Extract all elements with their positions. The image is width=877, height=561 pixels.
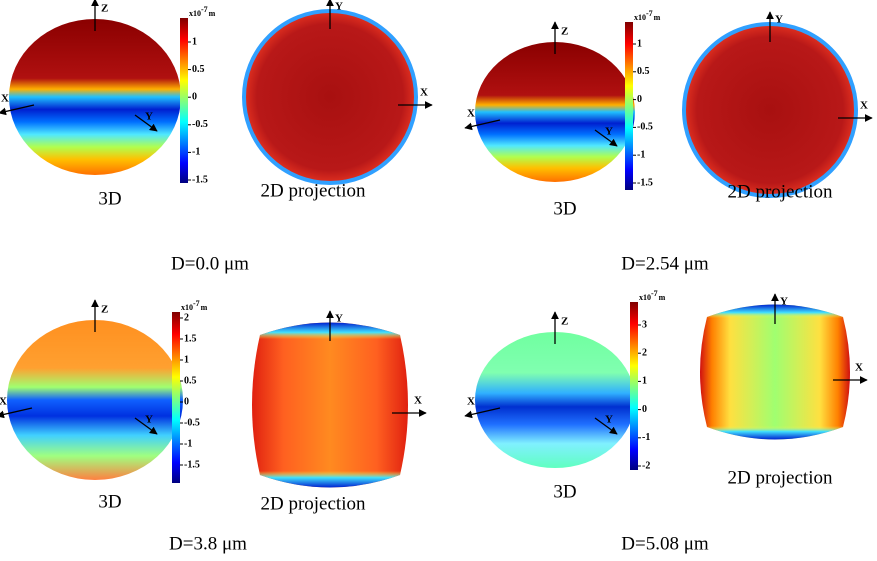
colorbar: [625, 22, 633, 190]
unit-exponent: -7: [651, 289, 658, 298]
colorbar-tick-label: 1: [184, 354, 189, 365]
colorbar-tick-label: -1.5: [192, 174, 208, 185]
unit-exponent: -7: [201, 5, 208, 14]
colorbar-unit: x10-7m: [639, 289, 666, 302]
axis-label: Z: [561, 26, 568, 38]
sphere-3d: [7, 320, 183, 480]
projection-2d-edge: [252, 322, 408, 488]
colorbar-tick-label: 1: [192, 36, 197, 47]
colorbar-tick-label: 1: [637, 38, 642, 49]
axis-arrow: [0, 407, 33, 419]
colorbar-tick-label: 0.5: [192, 64, 205, 75]
colorbar: [172, 312, 180, 483]
axis-label: Z: [101, 304, 108, 316]
axis-arrow: [594, 129, 618, 147]
axis-label: X: [0, 396, 7, 408]
axis-label: X: [860, 100, 868, 112]
axis-arrow: [134, 417, 158, 435]
axis-arrow: [594, 417, 618, 435]
label-3d: 3D: [98, 491, 121, 512]
label-2d: 2D projection: [727, 181, 833, 202]
panel-caption: D=0.0 μm: [171, 253, 249, 274]
colorbar-unit: x10-7m: [189, 5, 216, 18]
panel-caption: D=2.54 μm: [621, 253, 709, 274]
colorbar-tick-label: -0.5: [184, 417, 200, 428]
unit-unit: m: [209, 9, 216, 18]
colorbar-tick-label: 0: [642, 404, 647, 415]
projection-2d: [242, 9, 418, 185]
panel-caption: D=5.08 μm: [621, 533, 709, 554]
label-3d: 3D: [553, 481, 576, 502]
axis-label: Y: [605, 414, 613, 426]
colorbar-tick-label: 2: [642, 347, 647, 358]
projection-2d: [682, 22, 858, 198]
axis-label: X: [467, 396, 475, 408]
axis-label: X: [414, 395, 422, 407]
colorbar-unit: x10-7m: [634, 9, 661, 22]
axis-label: Y: [780, 296, 788, 308]
sphere-3d: [475, 332, 635, 468]
axis-label: Z: [561, 316, 568, 328]
colorbar-unit: x10-7m: [181, 299, 208, 312]
colorbar-tick-label: 0: [184, 396, 189, 407]
axis-arrow: [134, 114, 158, 132]
sphere-3d: [9, 19, 181, 175]
axis-label: X: [1, 93, 9, 105]
label-3d: 3D: [553, 198, 576, 219]
label-2d: 2D projection: [260, 180, 366, 201]
colorbar-tick-label: 2: [184, 312, 189, 323]
colorbar-tick-label: -1: [642, 432, 650, 443]
sphere-3d: [475, 42, 635, 182]
colorbar-tick-label: 0.5: [637, 66, 650, 77]
axis-label: Z: [101, 3, 108, 15]
axis-arrow: [464, 119, 501, 131]
label-2d: 2D projection: [727, 467, 833, 488]
unit-base: x10: [189, 9, 201, 18]
unit-unit: m: [659, 293, 666, 302]
unit-exponent: -7: [193, 299, 200, 308]
axis-label: Y: [145, 414, 153, 426]
axis-label: Y: [145, 111, 153, 123]
colorbar-tick-label: -1: [184, 438, 192, 449]
unit-base: x10: [181, 303, 193, 312]
unit-base: x10: [634, 13, 646, 22]
panel-caption: D=3.8 μm: [169, 533, 247, 554]
axis-label: X: [855, 362, 863, 374]
axis-arrow: [0, 104, 35, 116]
colorbar-tick-label: -1.5: [184, 459, 200, 470]
label-2d: 2D projection: [260, 493, 366, 514]
axis-label: X: [467, 108, 475, 120]
colorbar: [630, 302, 638, 470]
axis-label: Y: [335, 313, 343, 325]
colorbar-tick-label: -1: [192, 147, 200, 158]
colorbar-tick-label: 1.5: [184, 333, 197, 344]
colorbar-tick-label: -1.5: [637, 177, 653, 188]
colorbar: [180, 18, 188, 183]
axis-label: Y: [775, 14, 783, 26]
colorbar-tick-label: 0.5: [184, 375, 197, 386]
unit-unit: m: [654, 13, 661, 22]
colorbar-tick-label: 3: [642, 319, 647, 330]
colorbar-tick-label: 1: [642, 376, 647, 387]
colorbar-tick-label: -1: [637, 149, 645, 160]
projection-2d-edge: [700, 304, 850, 440]
colorbar-tick-label: -0.5: [637, 122, 653, 133]
unit-unit: m: [201, 303, 208, 312]
axis-label: Y: [605, 126, 613, 138]
axis-label: X: [420, 87, 428, 99]
axis-arrow: [464, 407, 501, 419]
label-3d: 3D: [98, 188, 121, 209]
colorbar-tick-label: -2: [642, 460, 650, 471]
colorbar-tick-label: 0: [192, 91, 197, 102]
unit-base: x10: [639, 293, 651, 302]
colorbar-tick-label: 0: [637, 94, 642, 105]
unit-exponent: -7: [646, 9, 653, 18]
axis-label: Y: [335, 1, 343, 13]
colorbar-tick-label: -0.5: [192, 119, 208, 130]
